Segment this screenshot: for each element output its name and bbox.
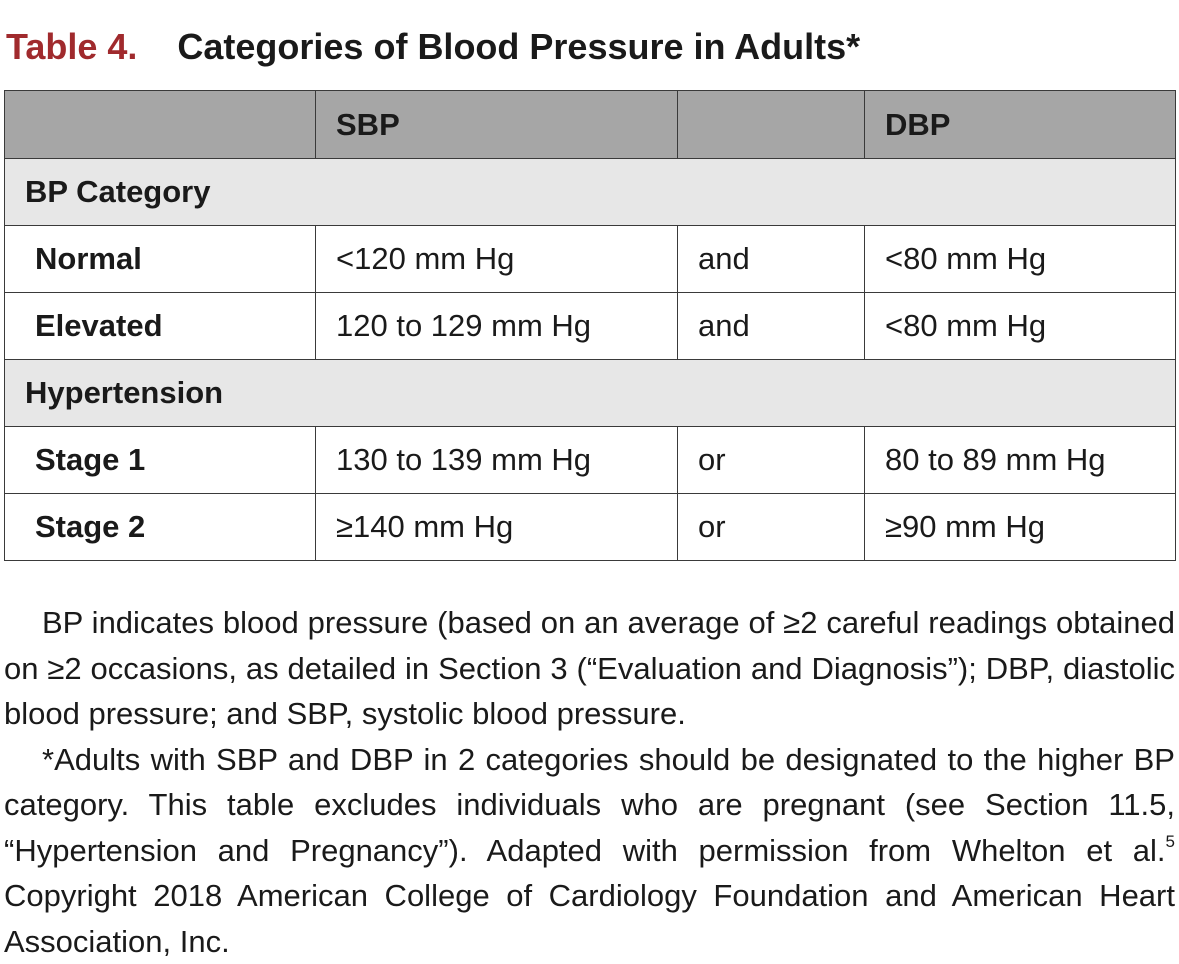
header-cell-sbp: SBP <box>316 91 678 159</box>
asterisk-note: *Adults with SBP and DBP in 2 categories… <box>4 737 1175 964</box>
asterisk-note-text: *Adults with SBP and DBP in 2 categories… <box>4 742 1175 868</box>
category-cell: Elevated <box>5 293 316 360</box>
dbp-cell: <80 mm Hg <box>865 226 1176 293</box>
sbp-cell: 120 to 129 mm Hg <box>316 293 678 360</box>
dbp-cell: ≥90 mm Hg <box>865 494 1176 561</box>
sbp-cell: <120 mm Hg <box>316 226 678 293</box>
sbp-cell: 130 to 139 mm Hg <box>316 427 678 494</box>
table-title: Table 4. Categories of Blood Pressure in… <box>6 22 860 72</box>
dbp-cell: 80 to 89 mm Hg <box>865 427 1176 494</box>
abbreviations-note: BP indicates blood pressure (based on an… <box>4 600 1175 737</box>
table-row: Normal <120 mm Hg and <80 mm Hg <box>5 226 1176 293</box>
header-cell-conj <box>678 91 865 159</box>
category-cell: Normal <box>5 226 316 293</box>
section-row-bp-category: BP Category <box>5 159 1176 226</box>
copyright-text: Copyright 2018 American College of Cardi… <box>4 878 1175 959</box>
table-caption: Categories of Blood Pressure in Adults* <box>177 26 860 68</box>
section-row-hypertension: Hypertension <box>5 360 1176 427</box>
conjunction-cell: and <box>678 293 865 360</box>
bp-categories-table: SBP DBP BP Category Normal <120 mm Hg an… <box>4 90 1176 561</box>
table-row: Stage 2 ≥140 mm Hg or ≥90 mm Hg <box>5 494 1176 561</box>
reference-superscript: 5 <box>1166 832 1175 851</box>
category-cell: Stage 1 <box>5 427 316 494</box>
conjunction-cell: and <box>678 226 865 293</box>
header-cell-dbp: DBP <box>865 91 1176 159</box>
conjunction-cell: or <box>678 494 865 561</box>
header-cell-empty <box>5 91 316 159</box>
section-label: BP Category <box>5 159 1176 226</box>
conjunction-cell: or <box>678 427 865 494</box>
section-label: Hypertension <box>5 360 1176 427</box>
table-number: Table 4. <box>6 26 137 68</box>
sbp-cell: ≥140 mm Hg <box>316 494 678 561</box>
table-footnotes: BP indicates blood pressure (based on an… <box>4 600 1175 964</box>
category-cell: Stage 2 <box>5 494 316 561</box>
dbp-cell: <80 mm Hg <box>865 293 1176 360</box>
table-row: Stage 1 130 to 139 mm Hg or 80 to 89 mm … <box>5 427 1176 494</box>
table-header-row: SBP DBP <box>5 91 1176 159</box>
table-row: Elevated 120 to 129 mm Hg and <80 mm Hg <box>5 293 1176 360</box>
